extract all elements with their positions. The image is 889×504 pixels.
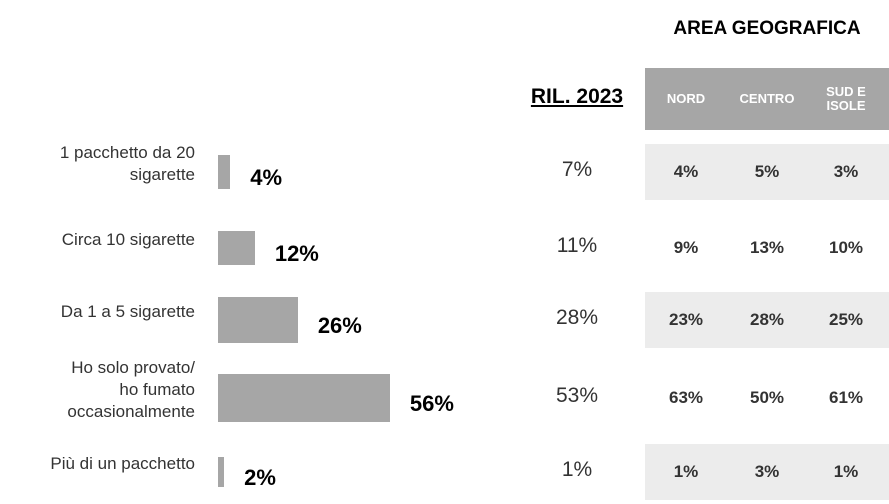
value-label: 56% — [409, 391, 454, 416]
bar — [218, 457, 225, 487]
category-label: Circa 10 sigarette — [61, 230, 195, 249]
value-label: 26% — [317, 313, 362, 338]
row-shade — [645, 444, 889, 500]
table-cell: 1% — [561, 458, 593, 481]
value-label: 4% — [250, 165, 283, 190]
table-cell: 1% — [673, 462, 699, 481]
header-band — [645, 68, 889, 130]
category-label: 1 pacchetto da 20 sigarette — [59, 143, 195, 184]
table-cell: 50% — [749, 388, 785, 407]
column-header: NORD — [666, 91, 706, 106]
row-shade — [645, 144, 889, 200]
table-cell: 28% — [555, 306, 599, 329]
column-header: SUD E ISOLE — [826, 84, 866, 113]
column-header: RIL. 2023 — [530, 85, 624, 108]
bar — [218, 231, 255, 265]
category-label: Ho solo provato/ ho fumato occasionalmen… — [67, 358, 195, 421]
column-header: CENTRO — [739, 91, 795, 106]
table-title: AREA GEOGRAFICA — [673, 18, 861, 39]
category-label: Più di un pacchetto — [50, 454, 195, 473]
table-cell: 9% — [673, 238, 699, 257]
value-label: 2% — [244, 465, 276, 490]
table-cell: 13% — [749, 238, 785, 257]
bar — [218, 374, 390, 422]
table-cell: 63% — [668, 388, 704, 407]
row-shade — [645, 292, 889, 348]
table-cell: 23% — [668, 310, 704, 329]
table-cell: 28% — [749, 310, 785, 329]
table-cell: 61% — [828, 388, 864, 407]
table-cell: 53% — [555, 384, 599, 407]
bar — [218, 297, 298, 343]
table-cell: 1% — [833, 462, 859, 481]
table-cell: 11% — [556, 234, 598, 257]
table-cell: 7% — [561, 158, 593, 181]
value-label: 12% — [274, 241, 319, 266]
table-cell: 3% — [833, 162, 859, 181]
category-label: Da 1 a 5 sigarette — [60, 302, 195, 321]
table-cell: 25% — [828, 310, 864, 329]
table-cell: 3% — [754, 462, 780, 481]
bar — [218, 155, 231, 189]
table-cell: 5% — [754, 162, 780, 181]
table-cell: 4% — [673, 162, 699, 181]
table-cell: 10% — [828, 238, 864, 257]
